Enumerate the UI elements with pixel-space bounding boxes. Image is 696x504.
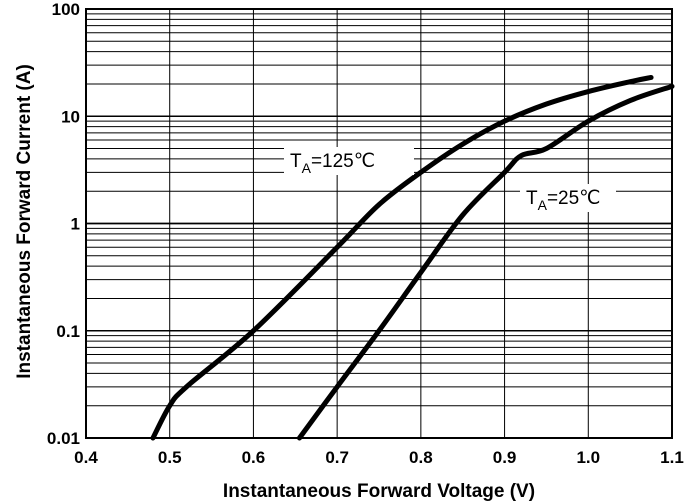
y-tick-label: 100	[52, 0, 80, 19]
x-tick-label: 0.9	[493, 448, 517, 467]
x-tick-label: 0.5	[158, 448, 182, 467]
x-tick-label: 0.4	[74, 448, 98, 467]
x-axis-label: Instantaneous Forward Voltage (V)	[223, 481, 535, 502]
y-tick-label: 0.01	[47, 429, 80, 448]
x-tick-label: 0.6	[242, 448, 266, 467]
x-tick-label: 0.7	[325, 448, 349, 467]
grid-lines	[85, 8, 673, 439]
x-tick-label: 1.0	[576, 448, 600, 467]
curve-label-ta-25c: TA=25℃	[526, 188, 601, 213]
y-tick-label: 1	[71, 215, 80, 234]
series-line-ta-125c	[150, 74, 654, 441]
y-axis-label: Instantaneous Forward Current (A)	[14, 64, 35, 379]
plot-frame	[85, 8, 673, 439]
x-tick-label: 1.1	[660, 448, 684, 467]
x-tick-label: 0.8	[409, 448, 433, 467]
curve-labels: TA=125℃ TA=25℃	[284, 147, 616, 213]
x-tick-labels: 0.4 0.5 0.6 0.7 0.8 0.9 1.0 1.1	[74, 448, 684, 467]
curve-label-background	[520, 184, 616, 212]
series-line-ta-25c	[296, 83, 675, 441]
y-tick-label: 0.1	[56, 322, 80, 341]
y-tick-label: 10	[61, 107, 80, 126]
data-curves	[150, 74, 675, 441]
curve-label-background	[284, 147, 414, 175]
y-tick-labels: 0.01 0.1 1 10 100	[47, 0, 80, 448]
curve-label-ta-125c: TA=125℃	[290, 151, 375, 176]
